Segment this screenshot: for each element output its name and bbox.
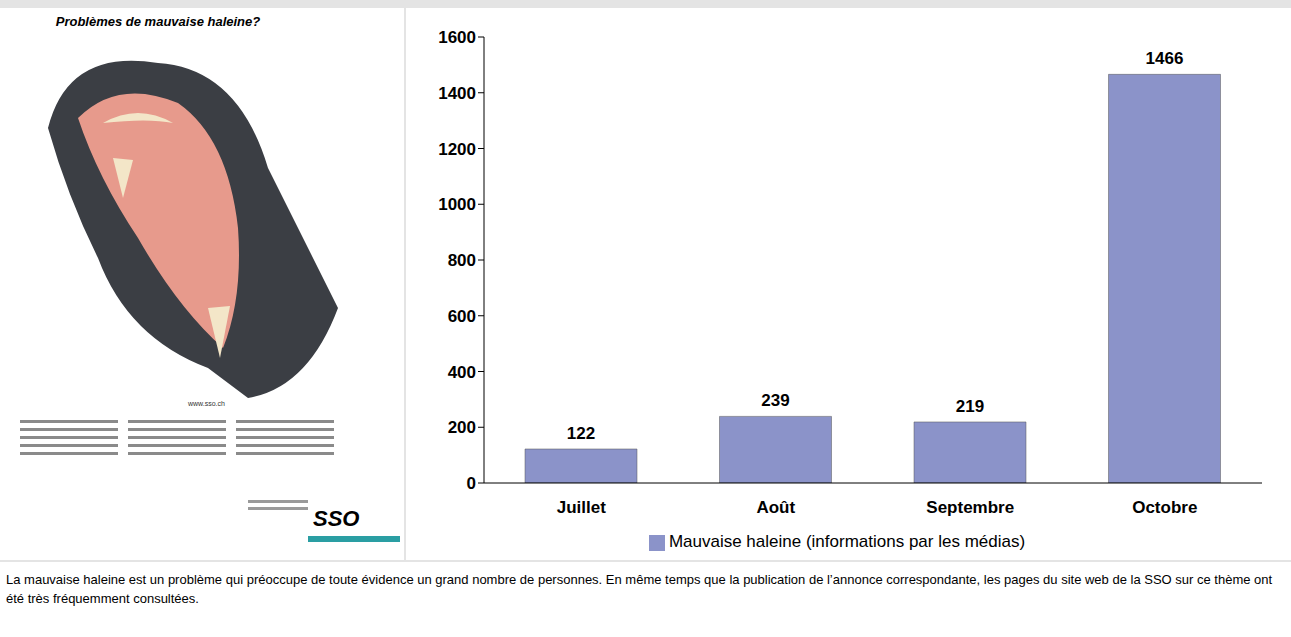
svg-text:1200: 1200	[438, 140, 476, 159]
html-text:SSO: SSO	[313, 506, 360, 531]
svg-text:1600: 1600	[438, 28, 476, 47]
svg-text:Juillet: Juillet	[557, 498, 606, 517]
html-text:La mauvaise haleine est un pro: La mauvaise haleine est un problème qui …	[6, 572, 1273, 606]
svg-text:1466: 1466	[1146, 49, 1184, 68]
svg-text:0: 0	[467, 474, 476, 493]
svg-text:Août: Août	[756, 498, 795, 517]
svg-text:1400: 1400	[438, 84, 476, 103]
svg-text:Septembre: Septembre	[926, 498, 1014, 517]
svg-text:122: 122	[567, 424, 595, 443]
html-text:www.sso.ch: www.sso.ch	[188, 400, 225, 407]
html-text:Problèmes de mauvaise haleine?: Problèmes de mauvaise haleine?	[55, 14, 261, 29]
svg-text:1000: 1000	[438, 195, 476, 214]
svg-text:400: 400	[448, 363, 476, 382]
html-text:Mauvaise haleine (informations: Mauvaise haleine (informations par les m…	[668, 532, 1026, 551]
svg-text:219: 219	[956, 397, 984, 416]
svg-text:600: 600	[448, 307, 476, 326]
svg-text:239: 239	[761, 391, 789, 410]
svg-text:200: 200	[448, 418, 476, 437]
svg-text:Octobre: Octobre	[1132, 498, 1197, 517]
svg-text:800: 800	[448, 251, 476, 270]
